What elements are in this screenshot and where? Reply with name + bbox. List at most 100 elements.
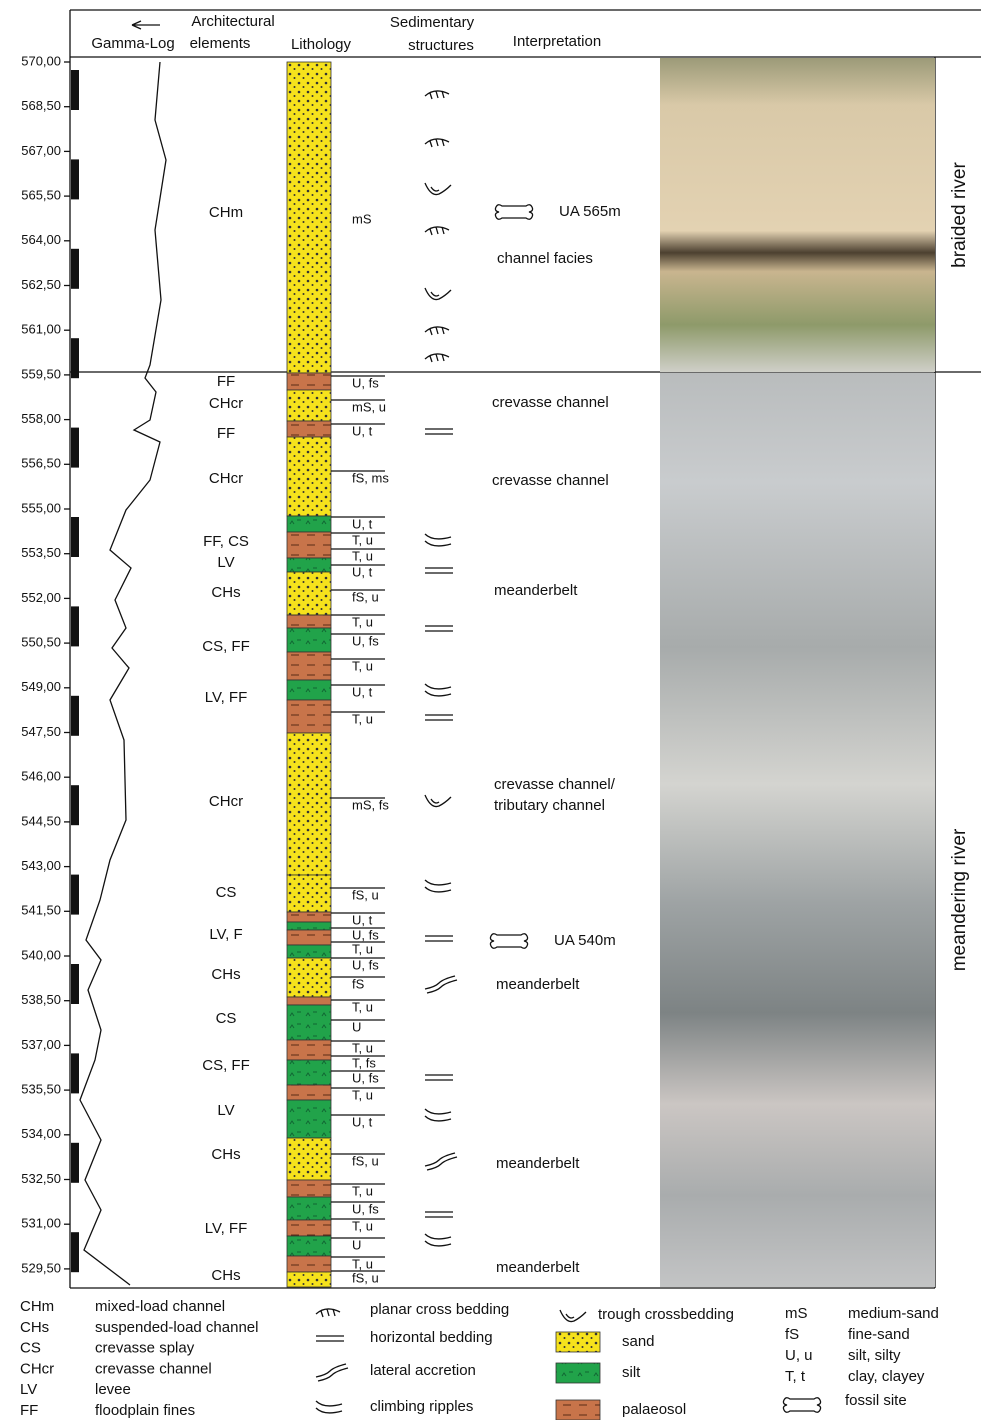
structure-symbol [425,1075,453,1080]
interpretation-label: crevasse channel [492,472,609,489]
legend-meaning: mixed-load channel [95,1298,225,1315]
structure-symbol [425,880,451,892]
structure-symbol [425,139,449,147]
depth-label: 556,50 [21,456,61,471]
structure-symbol [425,227,449,235]
lithology-label: U, fs [352,1201,379,1216]
lithology-layer [287,1085,331,1100]
lithology-layer [287,390,331,421]
structure-symbol [425,1153,457,1170]
depth-label: 558,00 [21,411,61,426]
legend-structure: planar cross bedding [370,1301,509,1318]
lithology-label: U [352,1019,361,1034]
lithology-layer [287,615,331,628]
legend-symbol [316,1401,342,1413]
depth-label: 550,50 [21,635,61,650]
lithology-layer [287,733,331,875]
structure-symbol [425,936,453,941]
legend-code: LV [20,1381,37,1398]
legend-meaning: crevasse splay [95,1340,195,1357]
legend-structure: climbing ripples [370,1398,473,1415]
depth-label: 564,00 [21,232,61,247]
structure-symbol [425,1109,451,1121]
legend-swatch [556,1363,600,1383]
lithology-label: T, u [352,1040,373,1055]
depth-bar [71,70,79,110]
interpretation-label: meanderbelt [496,976,580,993]
lithology-layer [287,700,331,733]
depth-bar [71,428,79,468]
lithology-layer [287,1040,331,1060]
legend-meaning: suspended-load channel [95,1319,258,1336]
legend-lithology: silt [622,1364,641,1381]
interpretation-label: meanderbelt [494,582,578,599]
legend-swatch [556,1400,600,1420]
lithology-layer [287,62,331,373]
legend-symbol [316,1309,340,1317]
architectural-element: FF, CS [203,533,249,550]
structure-symbol [425,684,451,696]
legend-meaning: floodplain fines [95,1402,195,1419]
depth-label: 535,50 [21,1082,61,1097]
lithology-label: U, t [352,423,373,438]
fossil-site: UA 540m [554,932,616,949]
structure-symbol [425,1212,453,1217]
lithology-label: mS, fs [352,797,389,812]
lithology-label: fS, u [352,1153,379,1168]
depth-bar [71,606,79,646]
legend-code: FF [20,1402,38,1419]
legend-meaning: crevasse channel [95,1360,212,1377]
interpretation-label: meanderbelt [496,1259,580,1276]
architectural-element: LV [217,1102,234,1119]
lithology-label: T, u [352,999,373,1014]
depth-bar [71,696,79,736]
lithology-layer [287,1180,331,1197]
architectural-element: LV, FF [205,689,248,706]
lithology-label: fS, ms [352,470,389,485]
architectural-element: CHs [211,1267,240,1284]
legend-meaning: silt, silty [848,1347,901,1364]
header-architectural: elements [190,35,251,52]
lithology-layer [287,1256,331,1272]
environment-label: meandering river [949,828,970,971]
architectural-element: CS [216,1010,237,1027]
lithology-label: U, fs [352,927,379,942]
depth-label: 540,00 [21,947,61,962]
depth-label: 555,00 [21,500,61,515]
depth-label: 534,00 [21,1126,61,1141]
lithology-layer [287,421,331,437]
lithology-layer [287,997,331,1005]
lithology-label: T, u [352,614,373,629]
lithology-label: fS [352,976,365,991]
lithology-label: T, u [352,548,373,563]
lithology-label: U, fs [352,1070,379,1085]
depth-label: 537,00 [21,1037,61,1052]
legend-meaning: fine-sand [848,1326,910,1343]
lithology-layer [287,680,331,700]
legend-code: CS [20,1340,41,1357]
lithology-layer [287,373,331,390]
header-structures: Sedimentary [390,14,475,31]
depth-bar [71,875,79,915]
legend-symbol [316,1336,344,1341]
lithology-layer [287,1236,331,1256]
header: Gamma-Log Architectural elements Litholo… [91,13,601,54]
structure-symbol [425,429,453,434]
lithology-layer [287,912,331,922]
lithology-label: mS, u [352,399,386,414]
depth-bar [71,249,79,289]
depth-label: 570,00 [21,53,61,68]
lithology-label: U, t [352,912,373,927]
architectural-element: FF [217,425,235,442]
depth-label: 538,50 [21,992,61,1007]
depth-label: 549,00 [21,679,61,694]
lithology-label: T, u [352,532,373,547]
architectural-element: CHs [211,966,240,983]
legend-code: T, t [785,1368,806,1385]
structure-symbol [425,1234,451,1246]
structure-symbol [425,183,451,195]
depth-bar [71,1232,79,1272]
lithology-label: fS, u [352,589,379,604]
architectural-element: LV, FF [205,1220,248,1237]
lithology-label: U, fs [352,957,379,972]
